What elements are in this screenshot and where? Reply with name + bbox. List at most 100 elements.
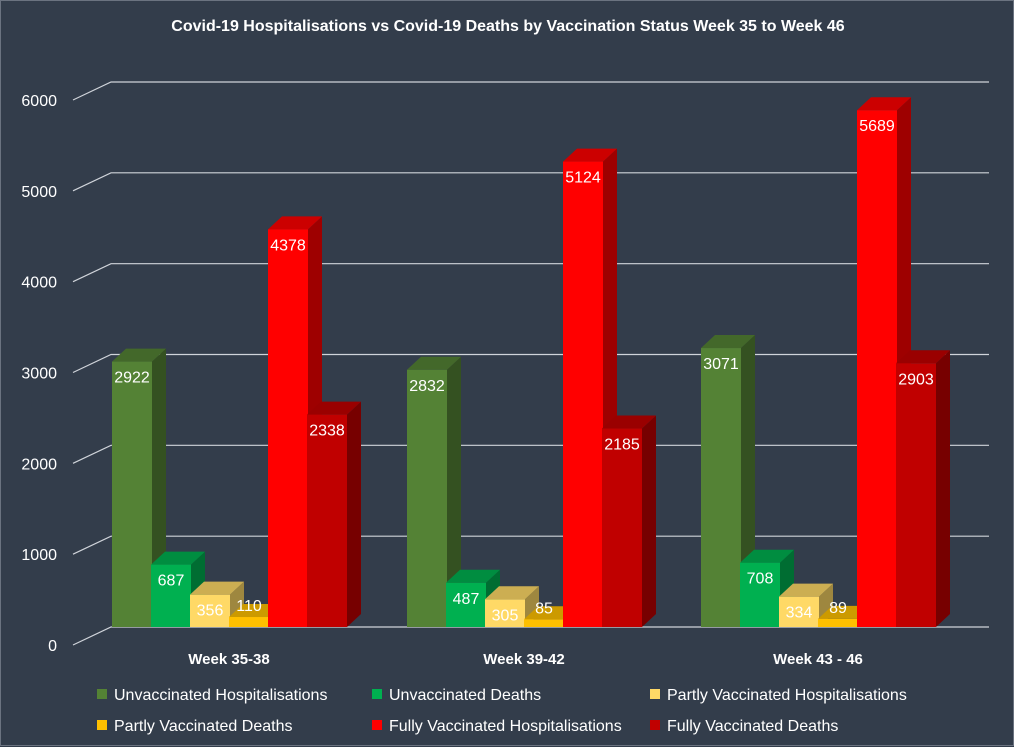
data-label: 2922	[114, 370, 150, 387]
gridline	[72, 444, 989, 464]
data-label: 487	[453, 591, 480, 608]
bar	[602, 415, 656, 627]
bar-top-face	[779, 583, 833, 597]
y-tick-label: 2000	[21, 456, 57, 473]
chart-title: Covid-19 Hospitalisations vs Covid-19 De…	[171, 18, 845, 35]
bar-side-face	[347, 401, 361, 627]
bar-front-face	[151, 564, 191, 627]
bar-front-face	[268, 229, 308, 627]
bar	[896, 350, 950, 627]
x-category-label: Week 35-38	[188, 651, 269, 668]
data-label: 5689	[859, 118, 895, 135]
legend-item: Partly Vaccinated Hospitalisations	[650, 687, 907, 704]
data-label: 2903	[898, 371, 934, 388]
bar-front-face	[818, 618, 858, 627]
bar-front-face	[857, 110, 897, 628]
bar-top-face	[407, 356, 461, 370]
legend-swatch	[650, 720, 660, 730]
bar-front-face	[307, 414, 347, 627]
data-label: 89	[829, 600, 847, 617]
bar-top-face	[151, 551, 205, 565]
legend-swatch	[97, 689, 107, 699]
legend-label: Partly Vaccinated Deaths	[114, 718, 292, 735]
bar-front-face	[701, 348, 741, 627]
legend-item: Fully Vaccinated Deaths	[650, 718, 838, 735]
data-label: 334	[786, 605, 813, 622]
bar-top-face	[485, 586, 539, 600]
legend-label: Unvaccinated Deaths	[389, 687, 541, 704]
legend-label: Fully Vaccinated Hospitalisations	[389, 718, 622, 735]
legend-swatch	[372, 689, 382, 699]
bar-front-face	[112, 361, 152, 627]
legend-item: Fully Vaccinated Hospitalisations	[372, 718, 622, 735]
bar-top-face	[563, 148, 617, 162]
bar-front-face	[740, 562, 780, 627]
bar-front-face	[229, 617, 269, 627]
data-label: 2185	[604, 437, 640, 454]
bar-front-face	[524, 619, 564, 627]
bar-top-face	[857, 97, 911, 111]
bar-top-face	[701, 335, 755, 349]
y-tick-label: 0	[48, 638, 57, 655]
data-label: 305	[492, 607, 519, 624]
y-tick-label: 5000	[21, 184, 57, 201]
legend-swatch	[97, 720, 107, 730]
y-axis: 0 1000 2000 3000 4000 5000 6000	[21, 93, 57, 655]
bar-front-face	[779, 596, 819, 627]
bar	[407, 356, 461, 627]
bar-top-face	[446, 569, 500, 583]
gridline	[72, 172, 989, 192]
gridlines	[72, 81, 989, 646]
y-tick-label: 3000	[21, 366, 57, 383]
bar-front-face	[446, 582, 486, 627]
gridline	[72, 263, 989, 283]
y-tick-label: 4000	[21, 275, 57, 292]
legend-label: Unvaccinated Hospitalisations	[114, 687, 327, 704]
data-label: 2832	[409, 378, 445, 395]
gridline	[72, 626, 989, 646]
data-label: 85	[535, 600, 553, 617]
x-category-label: Week 39-42	[483, 651, 564, 668]
bar-top-face	[268, 216, 322, 230]
bar-front-face	[602, 428, 642, 627]
y-tick-label: 6000	[21, 93, 57, 110]
bar-top-face	[740, 549, 794, 563]
bar	[112, 348, 166, 627]
gridline	[72, 535, 989, 555]
bars: 2922 687 356 110 4378 2338 2832 487 305 85 5124 218…	[112, 97, 950, 628]
bar-front-face	[896, 363, 936, 627]
bar-front-face	[190, 594, 230, 627]
data-label: 5124	[565, 170, 601, 187]
legend: Unvaccinated Hospitalisations Unvaccinate…	[97, 687, 907, 735]
bar-side-face	[642, 415, 656, 627]
bar-top-face	[190, 581, 244, 595]
x-axis: Week 35-38 Week 39-42 Week 43 - 46	[188, 651, 863, 668]
bar	[307, 401, 361, 627]
y-tick-label: 1000	[21, 547, 57, 564]
bar-side-face	[447, 356, 461, 627]
gridline	[72, 81, 989, 101]
data-label: 708	[747, 571, 774, 588]
legend-swatch	[650, 689, 660, 699]
legend-label: Partly Vaccinated Hospitalisations	[667, 687, 907, 704]
bar	[485, 586, 539, 627]
data-label: 3071	[703, 356, 739, 373]
legend-item: Partly Vaccinated Deaths	[97, 718, 292, 735]
gridline	[72, 353, 989, 374]
bar-front-face	[563, 161, 603, 627]
bar-top-face	[307, 401, 361, 415]
data-label: 2338	[309, 423, 345, 440]
bar-top-face	[112, 348, 166, 362]
legend-item: Unvaccinated Hospitalisations	[97, 687, 327, 704]
data-label: 4378	[270, 237, 306, 254]
data-label: 687	[158, 573, 185, 590]
bar-top-face	[896, 350, 950, 364]
legend-swatch	[372, 720, 382, 730]
data-label: 356	[197, 603, 224, 620]
bar-front-face	[485, 599, 525, 627]
bar	[701, 335, 755, 627]
data-label: 110	[236, 598, 262, 615]
legend-item: Unvaccinated Deaths	[372, 687, 541, 704]
